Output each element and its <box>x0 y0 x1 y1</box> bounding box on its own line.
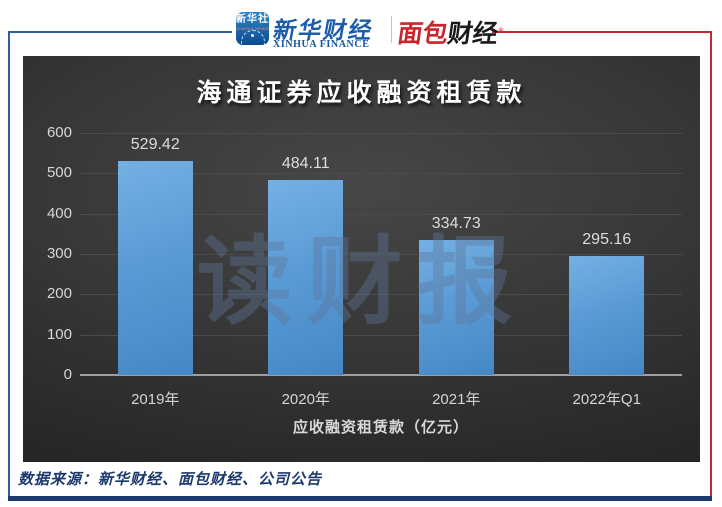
y-axis-tick-label: 400 <box>46 204 72 222</box>
x-axis-category-label: 2021年 <box>432 391 481 408</box>
mianbao-logo-red-part: 面包 <box>395 20 450 48</box>
gridline <box>80 133 682 134</box>
gridline <box>80 173 682 175</box>
frame-border-right <box>710 31 712 496</box>
frame-border-left <box>8 31 10 496</box>
x-axis-category-label: 2019年 <box>131 391 180 408</box>
x-axis-category-label: 2020年 <box>281 391 330 408</box>
y-axis-tick-label: 600 <box>46 124 72 141</box>
chart-panel: 海通证券应收融资租赁款 0 100 200 300 400 500 600 529.42 201… <box>23 56 700 462</box>
gridline <box>80 213 682 215</box>
mianbao-finance-logo: 面包财经® <box>395 14 505 50</box>
watermark: 读财报 <box>196 229 527 336</box>
bar-value-label: 334.73 <box>431 214 481 232</box>
gridline <box>80 334 682 336</box>
logo-divider <box>391 16 392 43</box>
chart-title: 海通证券应收融资租赁款 <box>196 79 527 107</box>
x-axis-title: 应收融资租赁款（亿元） <box>292 419 469 436</box>
y-axis-tick-label: 0 <box>63 366 72 383</box>
gridline <box>80 374 682 376</box>
frame-border-top-right <box>492 31 712 33</box>
frame-border-bottom <box>8 496 712 501</box>
mianbao-logo-black-part: 财经 <box>445 20 500 48</box>
plot-area: 0 100 200 300 400 500 600 529.42 2019年 484.11 2020… <box>23 56 700 462</box>
globe-network-icon <box>241 30 265 45</box>
bar <box>418 239 494 375</box>
y-axis-tick-label: 500 <box>46 164 72 182</box>
gridline <box>80 294 682 296</box>
bar <box>268 179 344 375</box>
xinhua-news-app-icon-text: 新华社 <box>236 14 269 25</box>
gridline <box>80 254 682 255</box>
y-axis-tick-label: 200 <box>46 285 72 303</box>
xinhua-news-app-icon-subtext: XINHUA NEWS <box>236 26 269 31</box>
frame-border-top-left <box>8 31 232 33</box>
y-axis-tick-label: 100 <box>46 325 72 343</box>
x-axis-category-label: 2022年Q1 <box>572 391 641 408</box>
bar <box>569 255 645 375</box>
y-axis-tick-label: 300 <box>46 245 72 262</box>
bar-value-label: 484.11 <box>281 154 330 172</box>
xinhua-finance-logo-en: XINHUA FINANCE <box>273 39 370 50</box>
bar-value-label: 295.16 <box>582 230 632 248</box>
bar <box>117 161 193 375</box>
data-source-note: 数据来源：新华财经、面包财经、公司公告 <box>18 470 323 488</box>
xinhua-news-app-icon: 新华社 XINHUA NEWS <box>236 12 269 45</box>
registered-trademark-mark: ® <box>497 27 504 35</box>
bar-value-label: 529.42 <box>130 136 180 154</box>
